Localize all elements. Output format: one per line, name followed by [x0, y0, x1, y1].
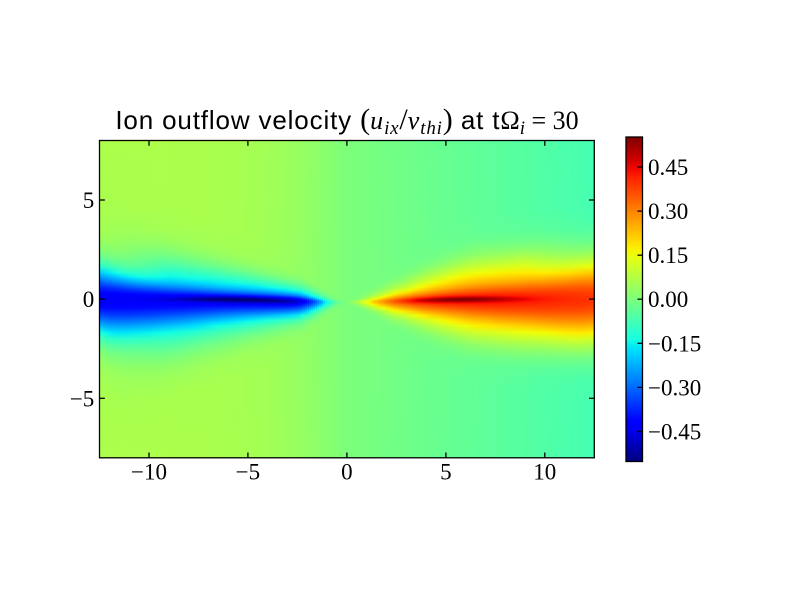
svg-text:0.45: 0.45 — [648, 155, 688, 180]
svg-text:−10: −10 — [131, 460, 167, 485]
svg-text:0.30: 0.30 — [648, 199, 688, 224]
svg-text:−0.30: −0.30 — [648, 375, 701, 400]
svg-text:5: 5 — [440, 460, 452, 485]
svg-text:−5: −5 — [70, 386, 94, 411]
svg-text:0.15: 0.15 — [648, 243, 688, 268]
svg-text:−0.15: −0.15 — [648, 331, 701, 356]
svg-text:Ion outflow velocity (uix/vthi: Ion outflow velocity (uix/vthi) at tΩi =… — [115, 103, 578, 139]
svg-text:−0.45: −0.45 — [648, 420, 701, 445]
svg-text:0: 0 — [341, 460, 353, 485]
svg-text:10: 10 — [533, 460, 556, 485]
svg-text:0: 0 — [83, 287, 95, 312]
svg-text:5: 5 — [83, 188, 95, 213]
svg-text:−5: −5 — [236, 460, 260, 485]
svg-text:0.00: 0.00 — [648, 287, 688, 312]
